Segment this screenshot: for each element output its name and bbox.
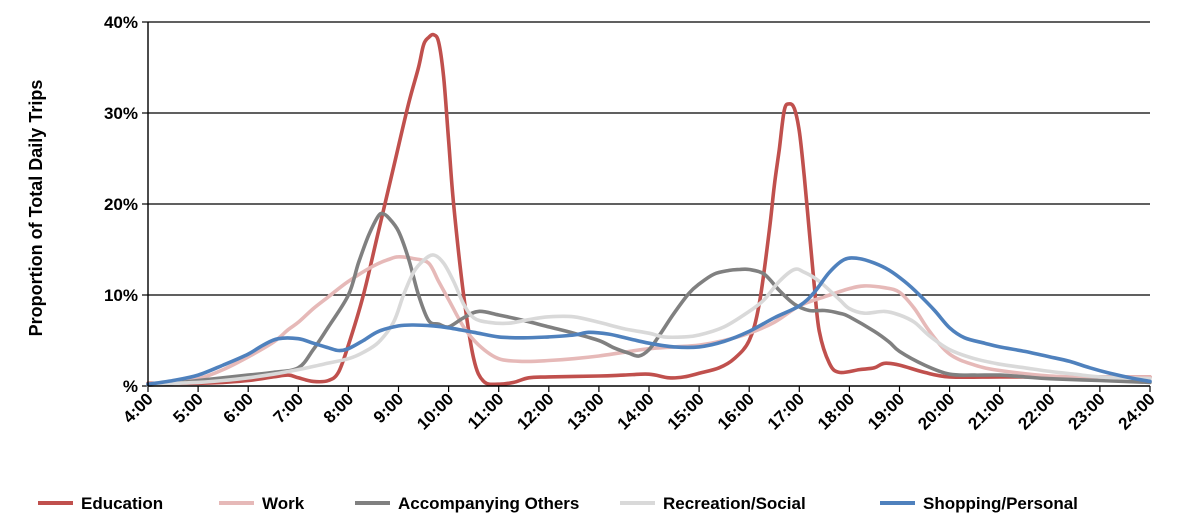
legend-label: Education xyxy=(81,494,163,513)
x-tick-label: 5:00 xyxy=(169,389,206,426)
x-tick-label: 6:00 xyxy=(220,389,257,426)
x-tick-label: 8:00 xyxy=(320,389,357,426)
y-tick-label: 20% xyxy=(104,195,138,214)
x-tick-label: 12:00 xyxy=(513,389,557,433)
legend-label: Shopping/Personal xyxy=(923,494,1078,513)
x-tick-label: 22:00 xyxy=(1014,389,1058,433)
series-line-shopping-personal xyxy=(146,256,1152,386)
gridlines xyxy=(148,21,1150,296)
plot-area xyxy=(146,32,1152,387)
series-line-education xyxy=(146,32,1152,387)
x-tick-label: 21:00 xyxy=(964,389,1008,433)
x-axis-ticks: 4:00 5:00 6:00 7:00 8:00 9:00 10:00 11:00 12:00 1… xyxy=(119,386,1159,434)
x-tick-label: 7:00 xyxy=(270,389,307,426)
series-line-recreation-social xyxy=(146,253,1152,386)
series-line-work xyxy=(146,254,1152,386)
legend-label: Accompanying Others xyxy=(398,494,579,513)
x-tick-label: 18:00 xyxy=(814,389,858,433)
legend: Education Work Accompanying Others Recreati… xyxy=(38,494,1078,513)
x-tick-label: 14:00 xyxy=(614,389,658,433)
y-tick-label: 30% xyxy=(104,104,138,123)
y-axis-ticks: % 10% 20% 30% 40% xyxy=(104,13,148,396)
x-tick-label: 23:00 xyxy=(1065,389,1109,433)
x-tick-label: 19:00 xyxy=(864,389,908,433)
axes xyxy=(147,22,1150,387)
x-tick-label: 11:00 xyxy=(464,389,508,433)
legend-label: Work xyxy=(262,494,305,513)
y-tick-label: 40% xyxy=(104,13,138,32)
y-tick-label: % xyxy=(123,377,138,396)
legend-label: Recreation/Social xyxy=(663,494,806,513)
x-tick-label: 16:00 xyxy=(714,389,758,433)
x-tick-label: 15:00 xyxy=(664,389,708,433)
series-line-accompanying-others xyxy=(146,211,1152,387)
y-axis-title: Proportion of Total Daily Trips xyxy=(26,80,46,337)
x-tick-label: 20:00 xyxy=(914,389,958,433)
x-tick-label: 17:00 xyxy=(764,389,808,433)
x-tick-label: 13:00 xyxy=(564,389,608,433)
y-tick-label: 10% xyxy=(104,286,138,305)
x-tick-label: 24:00 xyxy=(1115,389,1159,433)
x-tick-label: 10:00 xyxy=(413,389,457,433)
x-tick-label: 9:00 xyxy=(370,389,407,426)
